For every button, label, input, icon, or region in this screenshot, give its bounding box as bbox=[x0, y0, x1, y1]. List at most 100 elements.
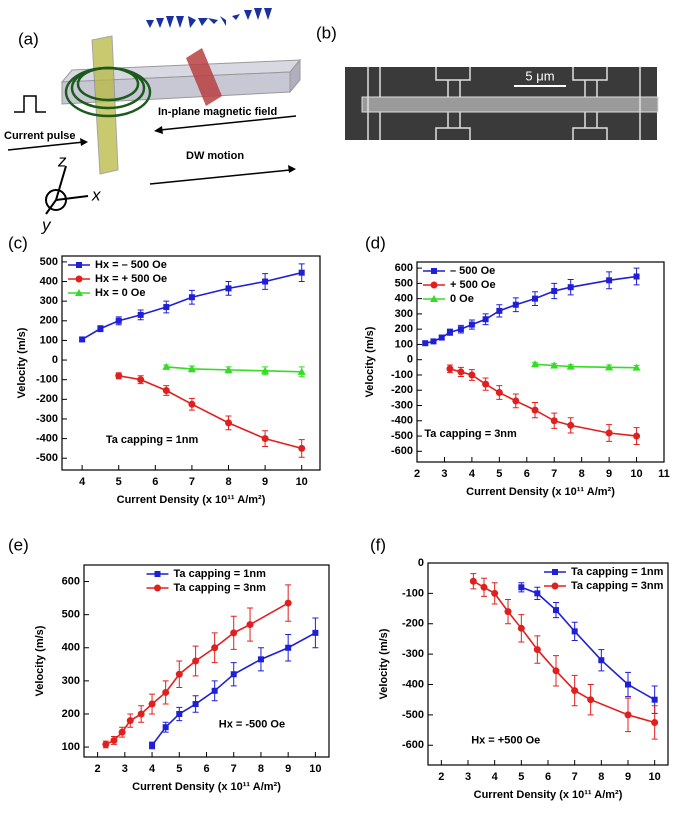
point bbox=[115, 372, 123, 380]
legend-marker bbox=[430, 281, 438, 289]
x-tick-label: 6 bbox=[203, 763, 209, 775]
x-tick-label: 9 bbox=[625, 771, 631, 783]
panel-label: (f) bbox=[370, 535, 386, 554]
x-tick-label: 6 bbox=[524, 468, 530, 480]
x-axis-label: Current Density (x 10¹¹ A/m²) bbox=[132, 781, 281, 793]
legend-label: 0 Oe bbox=[450, 293, 474, 305]
point bbox=[422, 340, 429, 347]
point bbox=[550, 361, 559, 369]
x-tick-label: 3 bbox=[122, 763, 128, 775]
y-tick-label: -200 bbox=[36, 393, 58, 405]
y-tick-label: -100 bbox=[391, 369, 413, 381]
point bbox=[298, 269, 305, 276]
point bbox=[533, 646, 541, 654]
y-tick-label: 200 bbox=[62, 708, 80, 720]
y-tick-label: 0 bbox=[418, 557, 424, 569]
point bbox=[257, 656, 264, 663]
point bbox=[430, 338, 437, 345]
point bbox=[102, 740, 110, 748]
point bbox=[284, 599, 292, 607]
x-tick-label: 7 bbox=[551, 468, 557, 480]
point bbox=[211, 644, 219, 652]
legend-marker bbox=[154, 584, 161, 592]
legend-marker bbox=[76, 262, 82, 268]
y-tick-label: 200 bbox=[395, 323, 413, 335]
y-tick-label: 500 bbox=[62, 609, 80, 621]
point bbox=[457, 368, 465, 376]
annotation: Ta capping = 3nm bbox=[424, 428, 517, 440]
point bbox=[587, 696, 595, 704]
x-tick-label: 9 bbox=[262, 476, 268, 488]
point bbox=[149, 742, 156, 749]
y-tick-label: 300 bbox=[395, 308, 413, 320]
legend-marker bbox=[431, 268, 437, 274]
point bbox=[262, 278, 269, 285]
point bbox=[97, 325, 104, 332]
point bbox=[567, 421, 575, 429]
x-tick-label: 8 bbox=[579, 468, 585, 480]
annotation: Ta capping = 1nm bbox=[106, 434, 199, 446]
legend-label: Ta capping = 3nm bbox=[174, 582, 267, 594]
panel-b-image: (b) 5 μm bbox=[316, 23, 659, 140]
x-tick-label: 10 bbox=[296, 476, 308, 488]
point bbox=[517, 624, 525, 632]
point bbox=[230, 629, 238, 637]
point bbox=[297, 367, 306, 375]
point bbox=[446, 365, 454, 373]
motion-label: DW motion bbox=[186, 150, 244, 162]
point bbox=[162, 724, 169, 731]
y-tick-label: 300 bbox=[62, 675, 80, 687]
x-tick-label: 10 bbox=[630, 468, 642, 480]
x-tick-label: 5 bbox=[496, 468, 502, 480]
y-tick-label: 600 bbox=[62, 575, 80, 587]
x-tick-label: 8 bbox=[258, 763, 264, 775]
panel-a-diagram: (a) Current pulse In-plane magnetic fiel… bbox=[4, 8, 302, 234]
legend-label: Ta capping = 1nm bbox=[174, 568, 267, 580]
point bbox=[225, 419, 233, 427]
scale-label: 5 μm bbox=[525, 68, 554, 83]
series-line bbox=[472, 580, 655, 724]
y-tick-label: -300 bbox=[391, 399, 413, 411]
legend-marker bbox=[552, 569, 558, 575]
y-tick-label: 200 bbox=[40, 315, 58, 327]
point bbox=[118, 728, 126, 736]
x-tick-label: 9 bbox=[606, 468, 612, 480]
legend-marker bbox=[551, 582, 559, 590]
point bbox=[192, 657, 200, 665]
point bbox=[162, 386, 170, 394]
point bbox=[531, 360, 540, 368]
y-axis-label: Velocity (m/s) bbox=[364, 326, 376, 397]
x-tick-label: 3 bbox=[441, 468, 447, 480]
panel-label: (c) bbox=[8, 233, 28, 252]
y-tick-label: -400 bbox=[402, 678, 424, 690]
field-label: In-plane magnetic field bbox=[158, 106, 277, 118]
y-tick-label: -200 bbox=[402, 618, 424, 630]
y-tick-label: 600 bbox=[395, 262, 413, 274]
x-axis-label: Current Density (x 10¹¹ A/m²) bbox=[474, 789, 623, 801]
x-tick-label: 11 bbox=[658, 468, 670, 480]
point bbox=[79, 336, 86, 343]
point bbox=[512, 301, 519, 308]
y-tick-label: 400 bbox=[40, 275, 58, 287]
point bbox=[598, 657, 605, 664]
point bbox=[176, 710, 183, 717]
y-tick-label: 100 bbox=[395, 338, 413, 350]
plot-frame bbox=[61, 255, 321, 471]
point bbox=[633, 273, 640, 280]
current-pulse-label: Current pulse bbox=[4, 130, 76, 142]
y-tick-label: -100 bbox=[402, 587, 424, 599]
plot-frame bbox=[416, 261, 665, 463]
point bbox=[137, 710, 145, 718]
point bbox=[534, 590, 541, 597]
x-tick-label: 7 bbox=[572, 771, 578, 783]
y-tick-label: 100 bbox=[62, 741, 80, 753]
axis-z: z bbox=[57, 151, 67, 170]
panel-label: (d) bbox=[365, 233, 386, 252]
point bbox=[651, 696, 658, 703]
y-tick-label: -600 bbox=[402, 739, 424, 751]
point bbox=[625, 681, 631, 688]
y-tick-label: -100 bbox=[36, 374, 58, 386]
x-tick-label: 9 bbox=[285, 763, 291, 775]
point bbox=[550, 417, 558, 425]
y-tick-label: 100 bbox=[40, 334, 58, 346]
